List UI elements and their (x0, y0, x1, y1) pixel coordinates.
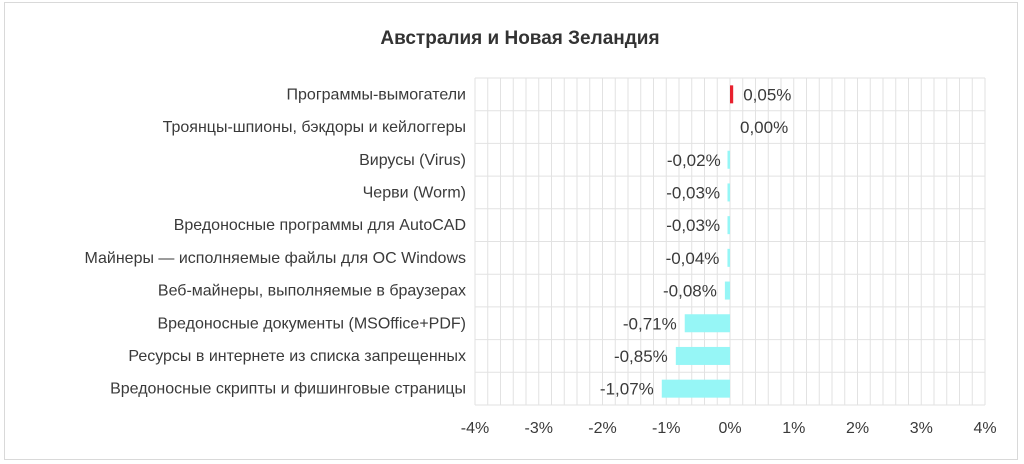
category-labels: Программы-вымогатели Троянцы-шпионы, бэкд… (84, 86, 466, 397)
category-label: Черви (Worm) (363, 184, 466, 201)
category-label: Майнеры — исполняемые файлы для ОС Windo… (84, 250, 466, 267)
category-label: Веб-майнеры, выполняемые в браузерах (158, 283, 466, 300)
data-label: -0,04% (666, 249, 720, 268)
category-label: Троянцы-шпионы, бэкдоры и кейлоггеры (163, 119, 466, 136)
x-tick-label: 0% (718, 420, 741, 437)
bar (730, 85, 734, 104)
grid (474, 77, 986, 406)
bars (661, 85, 734, 398)
data-label: 0,05% (743, 85, 791, 104)
bar (661, 379, 730, 398)
x-tick-label: -3% (525, 420, 553, 437)
x-tick-label: 1% (782, 420, 805, 437)
data-label: -0,85% (614, 347, 668, 366)
data-label: -0,08% (663, 282, 717, 301)
x-axis-ticks: -4% -3% -2% -1% 0% 1% 2% 3% 4% (461, 420, 997, 437)
x-tick-label: -2% (588, 420, 616, 437)
category-label: Вредоносные скрипты и фишинговые страниц… (110, 381, 466, 398)
category-label: Программы-вымогатели (287, 86, 466, 103)
data-label: -0,02% (667, 151, 721, 170)
category-label: Ресурсы в интернете из списка запрещенны… (128, 348, 466, 365)
x-tick-label: 2% (846, 420, 869, 437)
data-label: -0,03% (666, 216, 720, 235)
x-tick-label: 4% (973, 420, 996, 437)
bar (675, 346, 730, 365)
chart-title: Австралия и Новая Зеландия (380, 28, 659, 49)
bar (727, 248, 730, 267)
data-labels: 0,05% 0,00% -0,02% -0,03% -0,03% -0,04% -0,08%… (600, 85, 791, 398)
category-label: Вредоносные документы (MSOffice+PDF) (157, 315, 466, 332)
bar (727, 150, 730, 169)
bar (727, 216, 730, 235)
data-label: -0,71% (623, 314, 677, 333)
bar (684, 314, 730, 333)
data-label: -1,07% (600, 380, 654, 399)
category-label: Вирусы (Virus) (359, 152, 466, 169)
category-label: Вредоносные программы для AutoCAD (174, 217, 466, 234)
data-label: 0,00% (740, 118, 788, 137)
data-label: -0,03% (666, 183, 720, 202)
x-tick-label: 3% (910, 420, 933, 437)
x-tick-label: -1% (652, 420, 680, 437)
bar (727, 183, 730, 202)
x-tick-label: -4% (461, 420, 489, 437)
bar (724, 281, 730, 300)
